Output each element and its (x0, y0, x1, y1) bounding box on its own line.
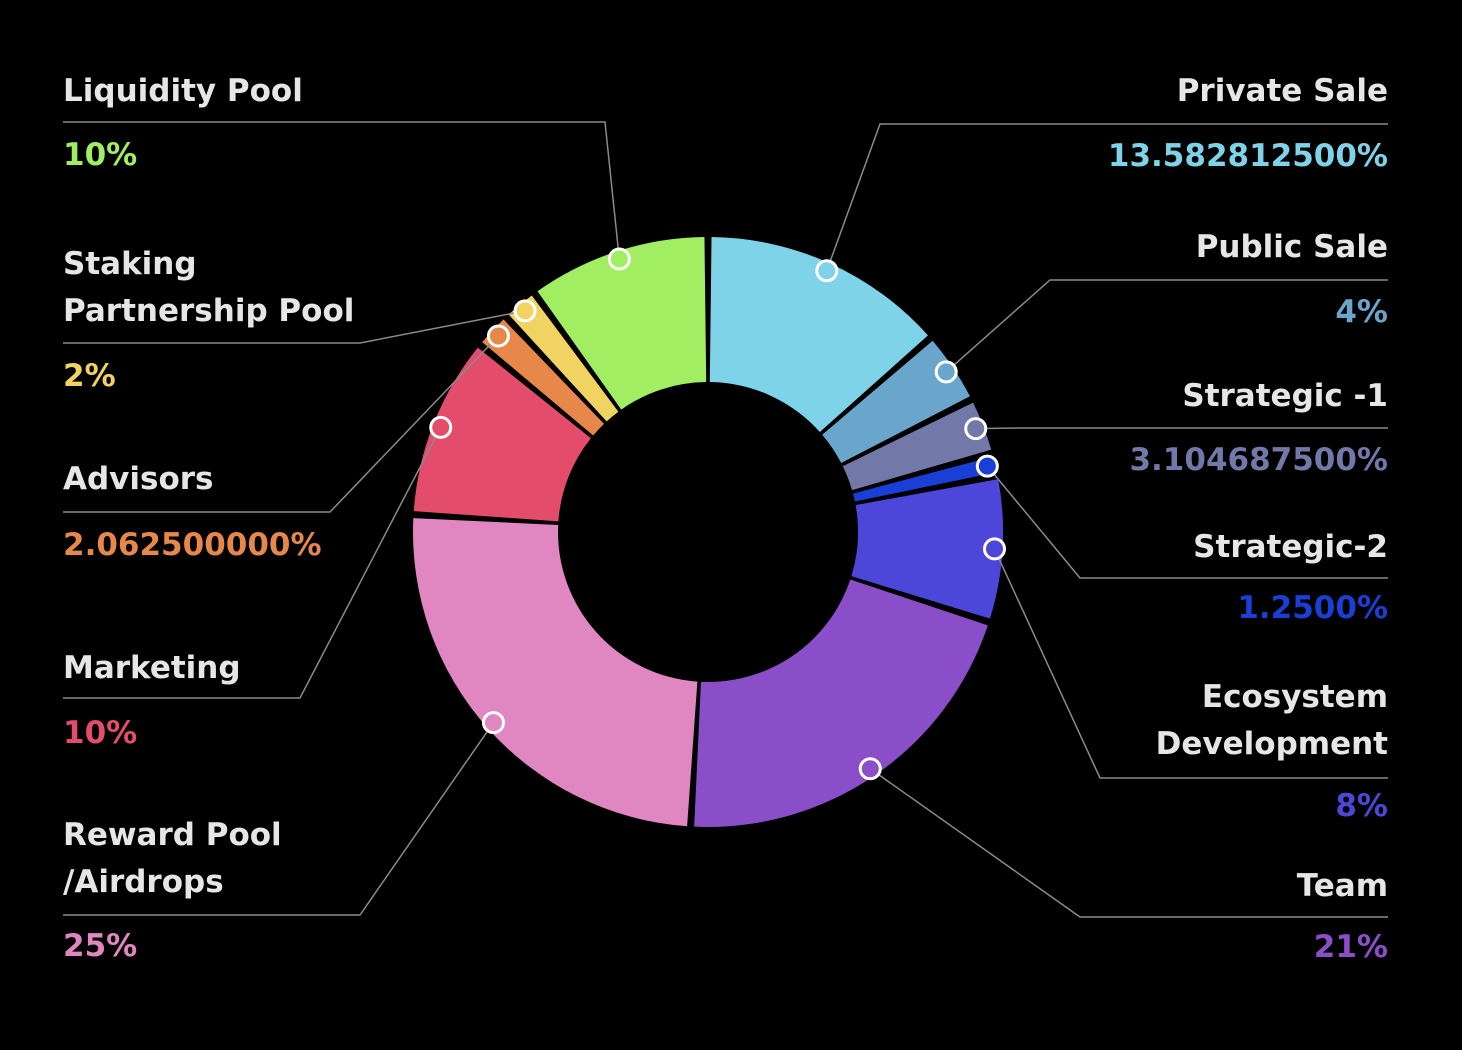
marker-dot (983, 537, 1007, 561)
value-label: 13.582812500% (1107, 138, 1388, 174)
marker-dot (934, 360, 958, 384)
leader-line (63, 427, 442, 699)
leader-line (986, 465, 1388, 579)
slice (537, 237, 707, 410)
value-label: 10% (63, 137, 138, 173)
leader-line (63, 722, 495, 916)
marker-dot (481, 711, 505, 735)
value-label: 2% (63, 358, 116, 394)
marker-dot (858, 757, 882, 781)
leader-line (945, 279, 1388, 373)
value-label: 4% (1335, 294, 1388, 330)
leader-line (826, 123, 1388, 271)
slice (822, 340, 970, 463)
leader-line (63, 310, 526, 344)
marker-dot (486, 324, 510, 348)
value-label: 10% (63, 715, 138, 751)
value-label: 2.062500000% (63, 527, 322, 563)
legend-label: Strategic -1 (1182, 378, 1388, 414)
slice (482, 319, 605, 436)
value-label: 25% (63, 928, 138, 964)
marker-dot (429, 415, 453, 439)
leader-line (869, 768, 1388, 918)
legend-label: Team (1296, 868, 1388, 904)
slice (413, 347, 591, 522)
marker-dot (964, 417, 988, 441)
legend-label: Marketing (63, 650, 241, 686)
legend-label: Staking Partnership Pool (63, 246, 355, 329)
slice (842, 402, 992, 491)
legend-label: Reward Pool /Airdrops (63, 817, 282, 900)
legend-label: Private Sale (1176, 73, 1388, 109)
marker-dot (975, 454, 999, 478)
slice (413, 518, 698, 827)
leader-line (993, 548, 1388, 779)
slice (508, 295, 619, 422)
leader-line (63, 121, 621, 260)
value-label: 8% (1335, 788, 1388, 824)
marker-dot (607, 247, 631, 271)
slice (852, 456, 997, 502)
leader-line (63, 335, 499, 513)
slice (851, 479, 1003, 619)
slice (709, 237, 928, 433)
legend-label: Strategic-2 (1193, 529, 1388, 565)
value-label: 1.2500% (1237, 590, 1388, 626)
legend-label: Liquidity Pool (63, 73, 303, 109)
marker-dot (513, 299, 537, 323)
leader-line (975, 427, 1388, 430)
slice (694, 579, 988, 827)
value-label: 21% (1313, 929, 1388, 965)
legend-label: Ecosystem Development (1155, 679, 1388, 762)
marker-dot (815, 259, 839, 283)
value-label: 3.104687500% (1129, 442, 1388, 478)
legend-label: Advisors (63, 461, 214, 497)
legend-label: Public Sale (1195, 229, 1388, 265)
